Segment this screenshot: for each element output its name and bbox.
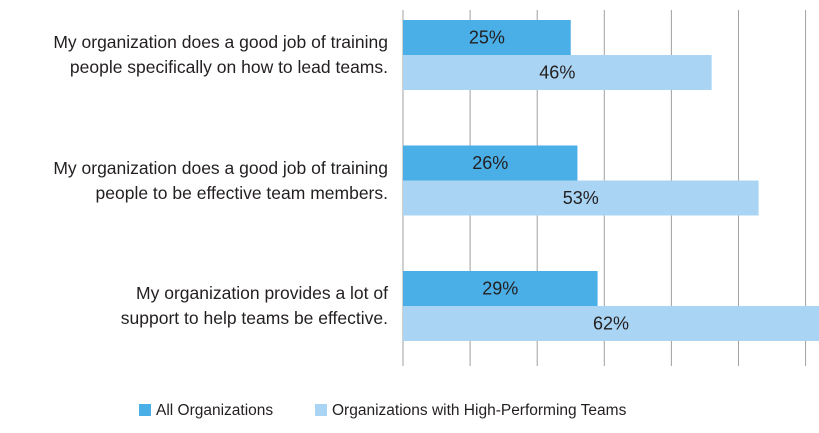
value-label: 46% — [539, 62, 575, 82]
bar — [403, 145, 578, 181]
value-label: 62% — [593, 313, 629, 333]
legend-swatch — [315, 404, 327, 416]
legend-swatch — [139, 404, 151, 416]
bar — [403, 20, 571, 55]
legend-label: Organizations with High-Performing Teams — [332, 402, 627, 419]
bar — [403, 271, 598, 306]
category-label: My organization does a good job of train… — [53, 32, 388, 77]
category-label: My organization does a good job of train… — [53, 157, 388, 203]
bar — [403, 55, 712, 90]
value-label: 26% — [472, 153, 508, 173]
bar — [403, 180, 759, 216]
value-label: 53% — [563, 188, 599, 208]
category-label: My organization provides a lot of suppor… — [120, 283, 388, 328]
value-label: 25% — [469, 27, 505, 47]
legend-label: All Organizations — [156, 402, 273, 419]
bar — [403, 306, 819, 341]
value-label: 29% — [482, 278, 518, 298]
